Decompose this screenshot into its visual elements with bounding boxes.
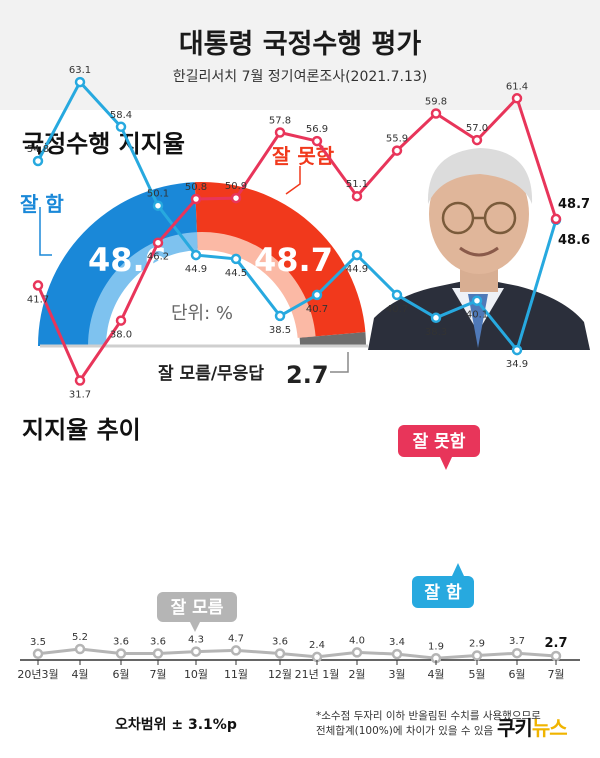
unknown-leader-line xyxy=(330,352,349,373)
callout-good-tail xyxy=(452,563,464,576)
x-tick-label-9: 3월 xyxy=(388,668,405,681)
point-unknown-6 xyxy=(274,648,286,659)
label-unknown-10: 1.9 xyxy=(428,641,444,652)
callout-unknown-box xyxy=(157,592,237,622)
point-unknown-9 xyxy=(391,648,403,660)
bad-label: 잘 못함 xyxy=(272,144,335,168)
callout-good-text: 잘 함 xyxy=(424,582,462,603)
x-tick-label-6: 12월 xyxy=(268,668,292,681)
good-label: 잘 함 xyxy=(20,192,64,216)
point-unknown-4 xyxy=(190,646,202,657)
label-unknown-2: 3.6 xyxy=(113,637,129,648)
trend-section-title: 지지율 추이 xyxy=(22,416,141,444)
x-tick-label-10: 4월 xyxy=(427,668,444,681)
label-bad-1: 31.7 xyxy=(69,390,91,401)
series-line-unknown xyxy=(37,647,557,660)
page-title: 대통령 국정수행 평가 xyxy=(178,29,422,60)
point-unknown-13 xyxy=(550,650,562,662)
x-tick-label-8: 2월 xyxy=(348,668,365,681)
point-unknown-7 xyxy=(311,651,323,663)
bad-leader-line xyxy=(285,166,301,195)
label-unknown-0: 3.5 xyxy=(30,637,46,648)
footnote: *소수점 두자리 이하 반올림된 수치를 사용했으므로 전체합계(100%)에 … xyxy=(316,709,541,739)
point-unknown-11 xyxy=(471,650,483,661)
x-tick-label-0: 20년3월 xyxy=(17,668,58,681)
point-unknown-3 xyxy=(152,648,164,659)
point-unknown-1 xyxy=(74,643,86,655)
label-unknown-3: 3.6 xyxy=(150,637,166,648)
label-unknown-11: 2.9 xyxy=(469,639,485,650)
kuki-news-logo: 쿠키뉴스 xyxy=(497,712,568,741)
x-tick-label-12: 6월 xyxy=(508,668,525,681)
logo-main: 쿠키 xyxy=(497,716,533,740)
x-tick-label-2: 6월 xyxy=(112,668,129,681)
point-unknown-12 xyxy=(511,647,523,659)
label-unknown-5: 4.7 xyxy=(228,633,244,644)
unknown-label: 잘 모름/무응답 xyxy=(158,363,264,384)
label-unknown-12: 3.7 xyxy=(509,636,525,647)
good-value: 48.6 xyxy=(88,241,167,279)
label-unknown-8: 4.0 xyxy=(349,635,365,646)
x-tick-label-1: 4월 xyxy=(71,668,88,681)
x-tick-label-13: 7월 xyxy=(547,668,564,681)
callout-bad-box xyxy=(398,425,480,457)
x-tick-label-3: 7월 xyxy=(149,668,166,681)
x-tick-label-4: 10월 xyxy=(184,668,208,681)
point-unknown-5 xyxy=(230,645,242,656)
callout-bad-text: 잘 못함 xyxy=(413,431,466,452)
callout-unknown-text: 잘 모름 xyxy=(171,597,224,618)
label-unknown-1: 5.2 xyxy=(72,632,88,643)
point-unknown-10 xyxy=(430,653,442,664)
x-tick-label-11: 5월 xyxy=(468,668,485,681)
label-unknown-9: 3.4 xyxy=(389,637,405,648)
unit-label: 단위: % xyxy=(171,303,233,324)
x-tick-label-7: 21년 1월 xyxy=(295,668,340,681)
margin-of-error: 오차범위 ± 3.1%p xyxy=(115,717,237,733)
president-photo xyxy=(368,118,590,350)
x-tick-label-5: 11월 xyxy=(224,668,248,681)
logo-accent: 뉴스 xyxy=(531,716,568,740)
unknown-value: 2.7 xyxy=(286,361,329,389)
label-unknown-6: 3.6 xyxy=(272,637,288,648)
page-subtitle: 한길리서치 7월 정기여론조사(2021.7.13) xyxy=(172,69,428,85)
point-unknown-8 xyxy=(351,647,363,658)
callout-bad-tail xyxy=(440,457,452,470)
point-unknown-0 xyxy=(32,648,44,660)
footnote-line-1: *소수점 두자리 이하 반올림된 수치를 사용했으므로 xyxy=(316,710,541,722)
callout-good-box xyxy=(412,576,474,608)
point-unknown-2 xyxy=(115,648,127,659)
label-unknown-4: 4.3 xyxy=(188,635,204,646)
label-unknown-7: 2.4 xyxy=(309,640,325,651)
footnote-line-2: 전체합계(100%)에 차이가 있을 수 있음 xyxy=(316,725,494,737)
bad-value: 48.7 xyxy=(254,241,333,279)
label-unknown-13: 2.7 xyxy=(544,636,567,651)
callout-unknown-tail xyxy=(190,622,200,632)
